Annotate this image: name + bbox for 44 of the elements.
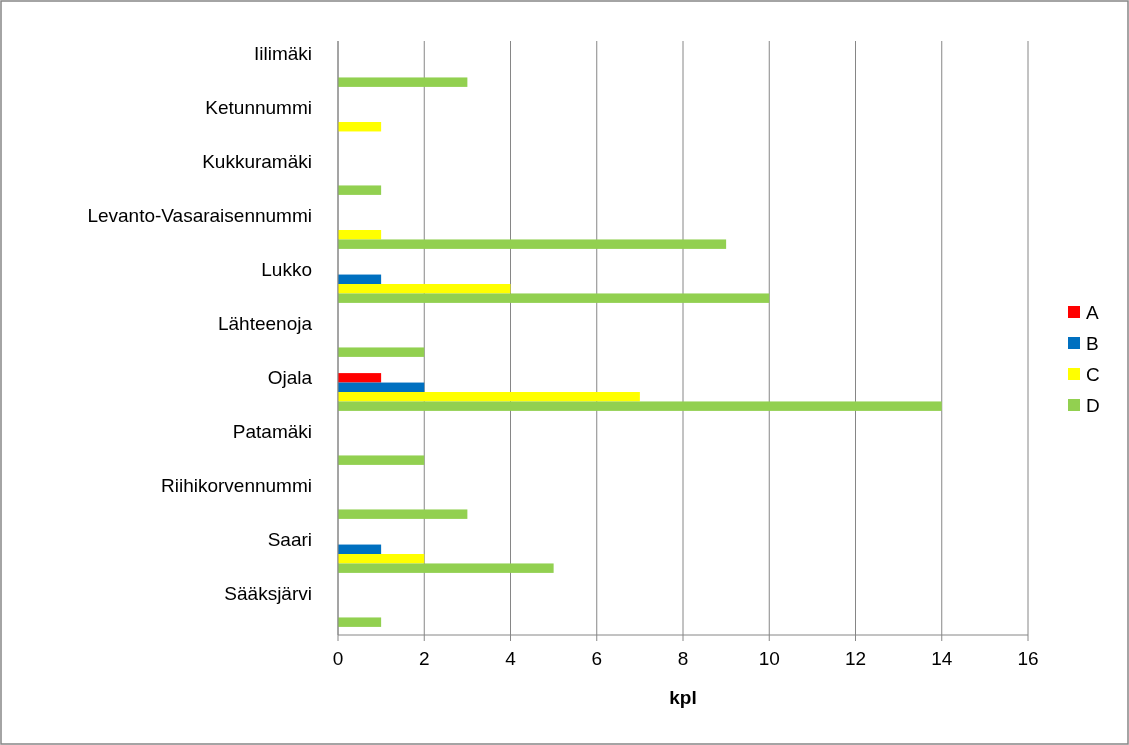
y-tick-label: Kukkuramäki xyxy=(202,151,312,172)
y-tick-label: Lukko xyxy=(261,259,312,280)
legend-label: A xyxy=(1086,302,1099,323)
x-tick-label: 8 xyxy=(677,648,689,669)
bar xyxy=(338,392,640,402)
bar xyxy=(338,77,468,87)
bar xyxy=(338,617,382,627)
bar xyxy=(338,563,554,573)
bar xyxy=(338,293,770,303)
bar xyxy=(338,274,382,284)
bar xyxy=(338,373,382,383)
bar xyxy=(338,284,511,294)
bar xyxy=(338,185,382,195)
x-tick-label: 6 xyxy=(591,648,603,669)
y-tick-label: Iilimäki xyxy=(253,43,312,64)
y-tick-label: Sääksjärvi xyxy=(224,583,312,604)
bar xyxy=(338,544,382,554)
y-tick-label: Lähteenoja xyxy=(217,313,313,334)
x-tick-label: 12 xyxy=(844,648,867,669)
legend-label: D xyxy=(1086,395,1100,416)
y-tick-label: Saari xyxy=(267,529,312,550)
bar xyxy=(338,554,425,564)
x-tick-label: 14 xyxy=(931,648,953,669)
y-tick-label: Ketunnummi xyxy=(205,97,312,118)
bar xyxy=(338,122,382,132)
bar xyxy=(338,509,468,519)
bar xyxy=(338,239,727,249)
x-tick-label: 2 xyxy=(418,648,430,669)
x-tick-label: 10 xyxy=(758,648,780,669)
y-tick-label: Levanto-Vasaraisennummi xyxy=(87,205,312,226)
x-tick-label: 16 xyxy=(1017,648,1039,669)
legend-label: B xyxy=(1086,333,1099,354)
bar xyxy=(338,347,425,357)
bar xyxy=(338,455,425,465)
y-tick-label: Ojala xyxy=(267,367,313,388)
bar xyxy=(338,382,425,392)
legend-label: C xyxy=(1086,364,1100,385)
x-axis-title: kpl xyxy=(669,687,697,708)
bar xyxy=(338,230,382,240)
x-tick-label: 0 xyxy=(332,648,344,669)
y-tick-label: Riihikorvennummi xyxy=(161,475,312,496)
x-tick-label: 4 xyxy=(505,648,517,669)
bar xyxy=(338,401,942,411)
y-tick-label: Patamäki xyxy=(232,421,312,442)
